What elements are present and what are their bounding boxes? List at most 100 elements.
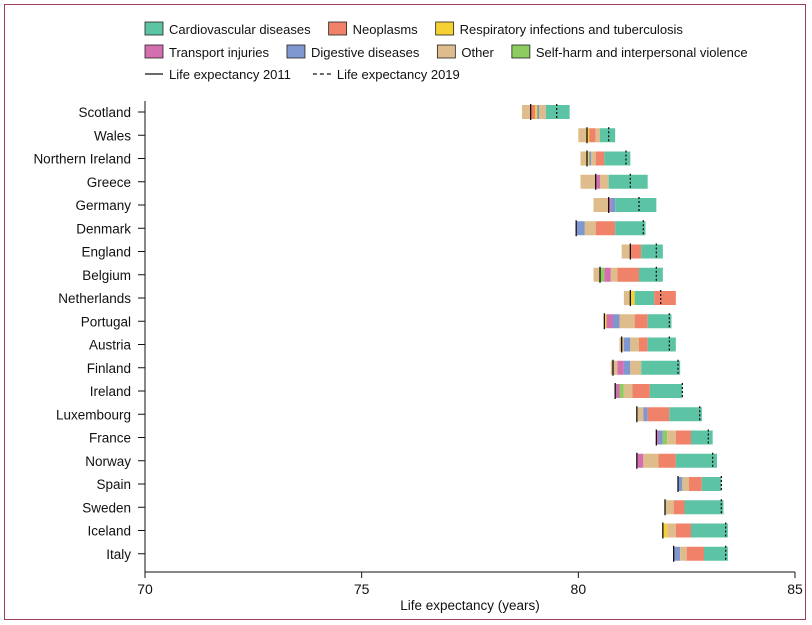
row-italy: Italy	[106, 545, 728, 562]
bar-segment-cvd	[684, 500, 724, 515]
bar-segment-neo	[639, 337, 648, 352]
row-germany: Germany	[75, 197, 657, 213]
bar-segment-oth	[591, 151, 596, 166]
country-label: Spain	[96, 477, 131, 492]
bar-segment-oth	[600, 174, 609, 189]
row-luxembourg: Luxembourg	[56, 406, 702, 423]
bar-segment-cvd	[704, 546, 728, 561]
bar-segment-dig	[610, 198, 616, 212]
row-austria: Austria	[89, 336, 676, 353]
bar-segment-dig	[537, 105, 540, 119]
legend-swatch-neo	[328, 21, 348, 36]
bar-segment-oth	[595, 128, 600, 143]
bar-segment-oth	[623, 291, 631, 305]
bar-segment-resp	[587, 151, 590, 166]
bar-segment-trans	[604, 267, 611, 282]
row-finland: Finland	[87, 359, 681, 376]
row-england: England	[81, 243, 663, 260]
bar-segment-dig	[623, 360, 631, 375]
row-greece: Greece	[87, 173, 648, 190]
bar-segment-dig	[643, 407, 648, 422]
country-label: Sweden	[82, 500, 131, 515]
bar-segment-neo	[658, 453, 676, 468]
bar-segment-cvd	[604, 151, 631, 166]
legend-label-dig: Digestive diseases	[311, 45, 420, 60]
row-spain: Spain	[96, 476, 722, 492]
bar-segment-neo	[675, 523, 691, 538]
country-label: Belgium	[82, 268, 131, 283]
bar-segment-cvd	[649, 384, 683, 398]
bar-segment-cvd	[634, 291, 655, 305]
bar-segment-oth	[593, 267, 600, 282]
bar-segment-dig	[576, 221, 585, 236]
row-scotland: Scotland	[78, 104, 570, 120]
bar-segment-resp	[630, 291, 635, 305]
x-axis-title: Life expectancy (years)	[400, 598, 540, 613]
bar-segment-cvd	[647, 337, 676, 352]
bar-segment-cvd	[608, 174, 648, 189]
bar-segment-oth	[522, 105, 531, 119]
bar-segment-oth	[539, 105, 546, 119]
bar-segment-neo	[654, 291, 676, 305]
bar-segment-trans	[636, 453, 644, 468]
bar-segment-trans	[595, 174, 600, 189]
bar-segment-cvd	[691, 523, 728, 538]
country-label: Greece	[87, 175, 131, 190]
bar-segment-trans	[606, 314, 613, 329]
x-tick-label: 75	[354, 581, 370, 597]
bar-segment-oth	[610, 360, 618, 375]
row-portugal: Portugal	[81, 313, 672, 330]
bar-segment-resp	[662, 523, 668, 538]
bar-segment-oth	[630, 360, 642, 375]
country-label: Scotland	[78, 105, 131, 120]
bar-segment-cvd	[641, 360, 681, 375]
bar-segment-cvd	[675, 453, 717, 468]
bar-segment-resp	[535, 105, 538, 119]
country-label: Denmark	[76, 221, 131, 236]
country-label: Luxembourg	[56, 407, 131, 422]
row-belgium: Belgium	[82, 266, 663, 283]
bar-segment-neo	[595, 151, 605, 166]
country-label: Finland	[87, 361, 131, 376]
bar-segment-neo	[630, 244, 642, 259]
row-wales: Wales	[94, 127, 616, 144]
bar-segment-neo	[530, 105, 535, 119]
bar-segment-cvd	[615, 221, 646, 236]
country-label: Netherlands	[58, 291, 131, 306]
bar-segment-oth	[667, 523, 676, 538]
bar-segment-cvd	[701, 477, 722, 491]
legend-swatch-dig	[286, 44, 306, 59]
legend-label-resp: Respiratory infections and tuberculosis	[460, 22, 684, 37]
bar-segment-neo	[634, 314, 648, 329]
legend-swatch-self	[511, 44, 531, 59]
legend-label-self: Self-harm and interpersonal violence	[536, 45, 748, 60]
bar-segment-oth	[680, 546, 687, 561]
legend-swatch-oth	[436, 44, 456, 59]
bar-segment-oth	[623, 384, 633, 398]
bar-segment-trans	[615, 384, 620, 398]
country-label: Northern Ireland	[33, 152, 131, 167]
row-iceland: Iceland	[87, 522, 728, 539]
row-ireland: Ireland	[90, 383, 683, 399]
bar-segment-cvd	[639, 267, 663, 282]
plot-area: Scotland Wales Northern Ireland Greece Germa…	[33, 101, 803, 613]
country-label: Norway	[85, 454, 131, 469]
bar-segment-oth	[578, 128, 587, 143]
bar-segment-oth	[643, 453, 659, 468]
bar-segment-dig	[673, 546, 681, 561]
bar-segment-trans	[656, 430, 659, 445]
bar-segment-neo	[688, 477, 702, 491]
country-label: Italy	[106, 547, 131, 562]
x-tick-label: 70	[137, 581, 153, 597]
x-tick-label: 80	[571, 581, 587, 597]
bar-segment-cvd	[545, 105, 570, 119]
legend-label-trans: Transport injuries	[169, 45, 269, 60]
bar-segment-cvd	[647, 314, 672, 329]
chart: Cardiovascular diseases Neoplasms Respirat…	[33, 21, 803, 613]
bar-segment-neo	[686, 546, 704, 561]
bar-segment-oth	[610, 267, 618, 282]
bar-segment-trans	[608, 198, 611, 212]
legend-label-neo: Neoplasms	[353, 22, 419, 37]
bar-segment-cvd	[600, 128, 616, 143]
bar-segment-neo	[675, 430, 691, 445]
